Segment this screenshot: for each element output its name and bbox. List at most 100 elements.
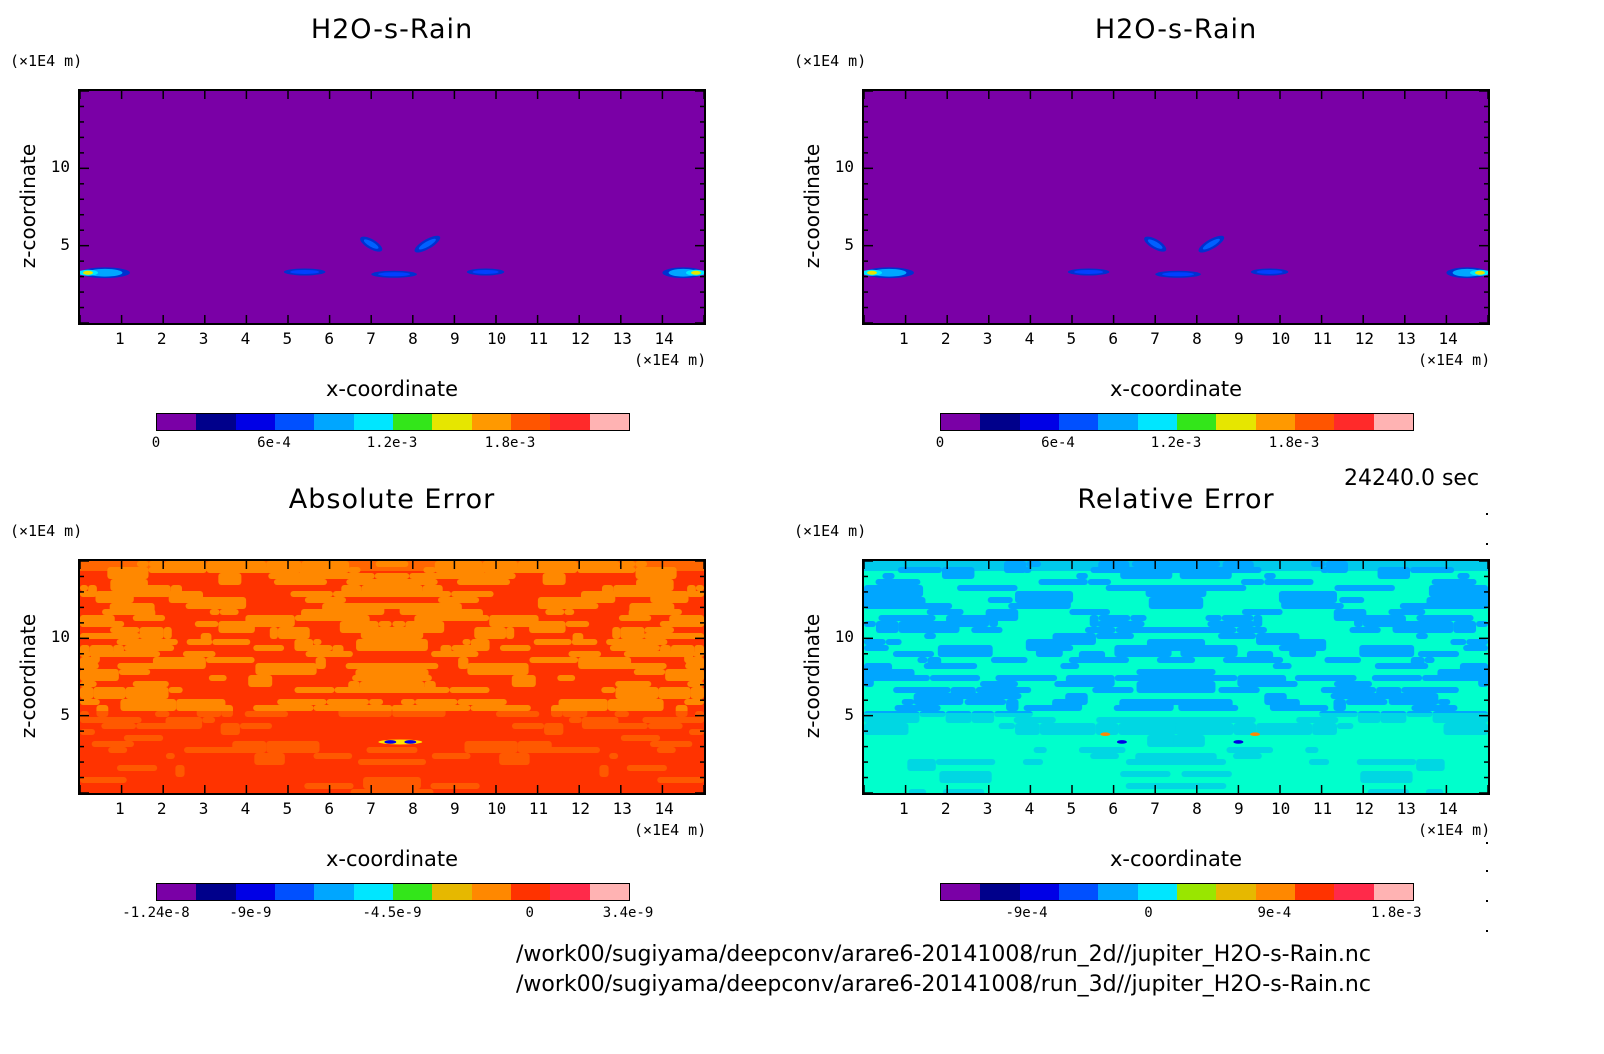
x-unit-label: (×1E4 m) [1418,821,1491,839]
field-patch [901,699,915,705]
field-patch [1074,681,1109,687]
field-patch [469,573,516,579]
chart-panel-4: Relative Error (×1E4 m) z-coordinate 5 10 1 2 3… [784,470,1568,940]
x-tick-label: 2 [940,329,951,348]
rain-feature-peak [1475,270,1485,275]
field-patch [1339,597,1365,603]
field-patch [1294,675,1357,681]
field-patch [623,651,685,657]
y-tick-label: 10 [50,627,70,646]
field-patch [882,573,895,579]
file-path-2: /work00/sugiyama/deepconv/arare6-2014100… [516,972,1371,997]
field-patch [964,699,1007,705]
x-axis-label: x-coordinate [325,377,458,401]
x-tick-label: 8 [1192,799,1202,818]
field-patch [157,663,168,669]
x-tick-label: 10 [487,799,507,818]
x-tick-label: 3 [982,799,993,818]
field-patch [564,609,575,615]
field-patch [1136,681,1195,693]
error-feature [384,740,397,744]
field-patch [456,579,511,585]
field-patch [248,675,273,687]
field-patch [1243,681,1278,687]
field-patch [333,705,393,711]
colorbar-swatch [980,884,1020,900]
file-path-1: /work00/sugiyama/deepconv/arare6-2014100… [516,942,1371,967]
field-patch [1068,657,1130,663]
y-unit-label: (×1E4 m) [794,522,867,540]
field-patch [542,603,557,609]
error-feature [1233,740,1244,744]
field-patch [542,573,566,585]
colorbar-label: 6e-4 [1041,435,1075,451]
field-patch [1196,585,1247,591]
field-patch [304,597,347,603]
field-patch [894,705,941,711]
y-tick-label: 5 [844,705,854,724]
colorbar [156,883,630,901]
field-patch [392,621,406,627]
colorbar-swatch [510,414,551,430]
rain-feature-core [1147,239,1163,249]
field-patch [1054,681,1075,687]
x-tick-label: 13 [1396,799,1416,818]
colorbar-label: 1.8e-3 [1268,435,1320,451]
colorbar-swatch [274,884,315,900]
y-axis-label: z-coordinate [16,613,40,739]
field-patch [643,633,704,639]
field-patch [334,687,369,693]
field-patch [1388,693,1439,705]
colorbar-label: 1.8e-3 [1370,905,1422,921]
field-patch [80,585,89,591]
field-patch [125,687,169,699]
field-patch [937,645,993,657]
heatmap-field [80,91,704,323]
colorbar-swatch [235,414,275,430]
field-patch [684,699,704,705]
field-patch [109,627,140,633]
field-background [80,91,704,323]
field-patch [474,627,507,639]
x-tick-label: 9 [1233,799,1244,818]
colorbar-label: 6e-4 [257,435,291,451]
field-patch [379,645,423,651]
field-patch [900,603,953,609]
colorbar-label: -4.5e-9 [362,905,422,921]
field-patch [1148,597,1187,609]
x-axis-label: x-coordinate [1109,847,1242,871]
field-patch [1463,645,1488,651]
field-patch [1333,699,1346,711]
field-patch [1084,627,1116,633]
x-tick-label: 2 [940,799,951,818]
field-patch [1417,651,1460,657]
colorbar-swatch [589,414,629,430]
field-patch [1236,627,1268,633]
colorbar-swatch [1058,884,1099,900]
x-tick-label: 12 [1354,799,1375,818]
field-patch [378,621,392,627]
field-patch [1069,609,1111,615]
rain-feature-core [472,269,499,274]
field-patch [470,669,528,675]
field-patch [556,603,599,609]
field-patch [1411,705,1458,711]
marker-dot [1486,543,1488,545]
field-patch [1278,645,1290,651]
field-patch [1164,699,1179,705]
field-patch [1062,645,1074,651]
colorbar-swatch [1098,884,1138,900]
field-patch [913,693,964,705]
field-patch [650,591,689,603]
field-patch [118,669,151,675]
field-patch [415,687,450,693]
x-tick-label: 12 [1354,329,1375,348]
field-patch [1466,639,1488,645]
field-patch [620,627,645,639]
marker-dot [1486,842,1488,844]
field-patch [926,609,964,615]
field-patch [1105,585,1156,591]
field-patch [209,609,220,615]
field-patch [618,615,652,621]
field-patch [1349,627,1381,633]
